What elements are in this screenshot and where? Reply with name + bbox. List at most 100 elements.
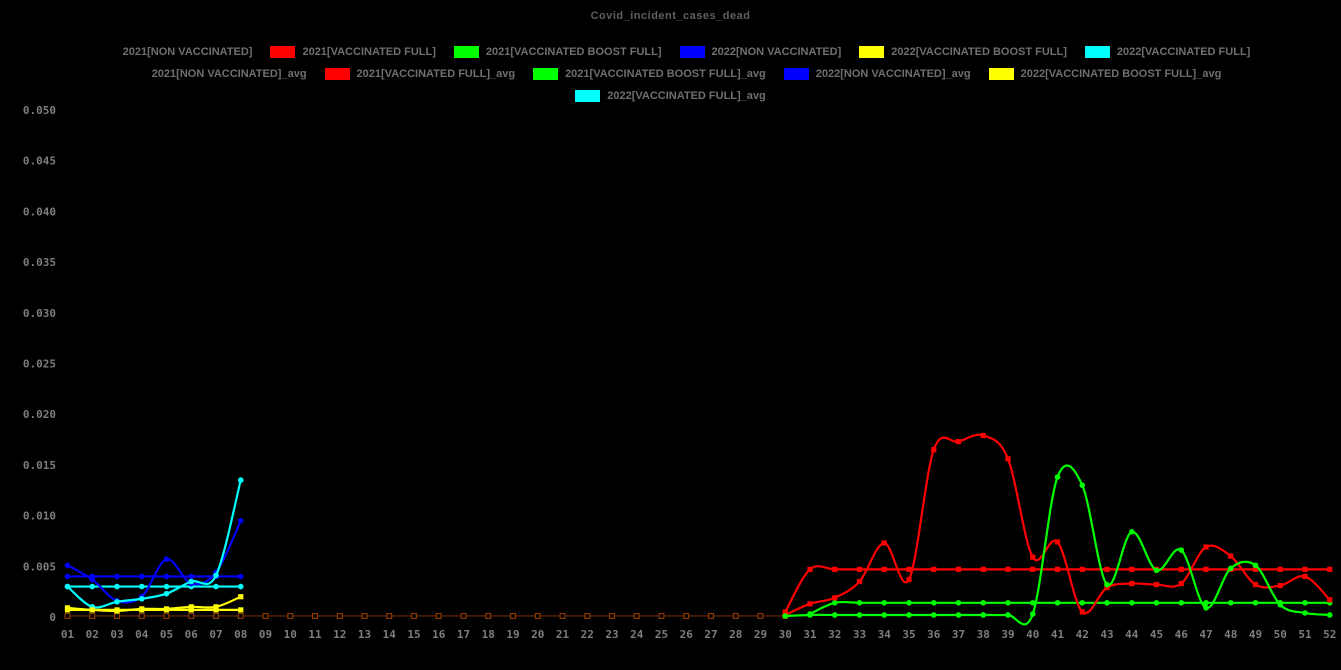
data-point-marker — [955, 600, 962, 606]
data-point-marker — [534, 612, 541, 619]
x-axis-tick-label: 06 — [185, 628, 199, 641]
data-point-marker — [64, 562, 71, 569]
data-point-marker — [931, 447, 937, 453]
data-point-marker — [114, 598, 120, 605]
data-point-marker — [89, 576, 96, 583]
x-axis-tick-label: 31 — [803, 628, 817, 641]
legend-row: 2021[NON VACCINATED] 2021[VACCINATED FULL… — [0, 41, 1341, 63]
data-point-marker — [906, 576, 912, 583]
x-axis-tick-label: 36 — [927, 628, 941, 641]
data-point-marker — [1104, 566, 1110, 572]
data-point-marker — [1327, 597, 1333, 603]
data-point-marker — [114, 573, 120, 580]
legend-swatch — [988, 68, 1014, 80]
legend-item-label: 2021[VACCINATED FULL]_avg — [356, 68, 516, 80]
legend-item: 2022[NON VACCINATED] — [679, 46, 841, 58]
legend-swatch — [533, 68, 559, 80]
data-point-marker — [139, 606, 145, 612]
x-axis-tick-label: 52 — [1323, 628, 1336, 641]
data-point-marker — [485, 612, 492, 619]
data-point-marker — [832, 595, 838, 601]
data-point-marker — [163, 583, 170, 590]
x-axis-tick-label: 34 — [878, 628, 892, 641]
data-point-marker — [881, 540, 887, 546]
data-point-marker — [213, 604, 219, 610]
data-point-marker — [1054, 566, 1061, 572]
x-axis-tick-label: 23 — [605, 628, 618, 641]
data-point-marker — [1153, 581, 1160, 588]
x-axis-tick-label: 47 — [1199, 628, 1212, 641]
data-point-marker — [435, 612, 442, 619]
x-axis-tick-label: 10 — [284, 628, 297, 641]
x-axis-tick-label: 25 — [655, 628, 668, 641]
legend-swatch — [679, 46, 705, 58]
legend-item-label: 2022[VACCINATED BOOST FULL] — [891, 46, 1067, 58]
legend-swatch — [859, 46, 885, 58]
data-point-marker — [386, 612, 393, 619]
data-point-marker — [188, 573, 195, 580]
data-point-marker — [1054, 474, 1061, 480]
y-axis-tick-label: 0 — [49, 611, 56, 624]
series-2021-vaccinated-boost-full- — [782, 464, 1333, 626]
series-line — [809, 600, 1330, 615]
legend-item: 2021[VACCINATED BOOST FULL] — [453, 46, 662, 58]
data-point-marker — [460, 612, 467, 619]
series-2022-vaccinated-full- — [64, 477, 244, 610]
legend-item: 2021[VACCINATED FULL] — [270, 46, 436, 58]
data-point-marker — [237, 612, 244, 619]
legend-item-label: 2021[NON VACCINATED]_avg — [151, 68, 307, 80]
data-point-marker — [559, 612, 566, 619]
data-point-marker — [1302, 573, 1308, 580]
x-axis-tick-label: 46 — [1175, 628, 1189, 641]
legend-item: 2021[VACCINATED FULL]_avg — [324, 68, 516, 80]
data-point-marker — [213, 583, 219, 590]
x-axis-tick-label: 44 — [1125, 628, 1139, 641]
x-axis-tick-label: 37 — [952, 628, 965, 641]
y-axis-tick-label: 0.050 — [23, 104, 56, 117]
data-point-marker — [1128, 600, 1135, 606]
data-point-marker — [1054, 600, 1061, 606]
data-point-marker — [930, 600, 937, 606]
series-2022-non-vaccinated- — [64, 517, 244, 604]
series-line — [66, 520, 242, 604]
data-point-marker — [1203, 600, 1209, 606]
data-point-marker — [1203, 544, 1209, 550]
legend-item-label: 2022[VACCINATED BOOST FULL]_avg — [1020, 68, 1222, 80]
data-point-marker — [1079, 482, 1086, 488]
legend-item-label: 2022[NON VACCINATED]_avg — [815, 68, 971, 80]
x-axis-tick-label: 33 — [853, 628, 866, 641]
x-axis-tick-label: 32 — [828, 628, 841, 641]
data-point-marker — [64, 612, 71, 619]
y-axis-tick-label: 0.045 — [23, 155, 56, 168]
x-axis-tick-label: 42 — [1076, 628, 1089, 641]
series-2021-vaccinated-full- — [782, 432, 1333, 618]
x-axis-tick-label: 14 — [383, 628, 397, 641]
data-point-marker — [163, 556, 170, 563]
legend: 2021[NON VACCINATED] 2021[VACCINATED FULL… — [0, 41, 1341, 107]
data-point-marker — [955, 612, 962, 618]
data-point-marker — [213, 612, 220, 619]
data-point-marker — [1252, 562, 1259, 569]
data-point-marker — [707, 612, 714, 619]
chart-title: Covid_incident_cases_dead — [590, 10, 751, 22]
data-point-marker — [238, 594, 244, 600]
x-axis-tick-label: 43 — [1100, 628, 1113, 641]
x-axis-tick-label: 49 — [1249, 628, 1262, 641]
x-axis-tick-label: 04 — [135, 628, 149, 641]
data-point-marker — [312, 612, 319, 619]
data-point-marker — [237, 477, 244, 483]
data-point-marker — [163, 590, 170, 597]
data-point-marker — [89, 607, 95, 613]
data-point-marker — [163, 612, 170, 619]
x-axis-tick-label: 40 — [1026, 628, 1039, 641]
data-point-marker — [1277, 566, 1283, 572]
x-axis-tick-label: 13 — [358, 628, 371, 641]
data-point-marker — [138, 583, 145, 590]
data-point-marker — [832, 566, 838, 572]
x-axis-tick-label: 09 — [259, 628, 272, 641]
data-point-marker — [906, 600, 912, 606]
x-axis-tick-label: 27 — [704, 628, 717, 641]
data-point-marker — [856, 578, 863, 585]
